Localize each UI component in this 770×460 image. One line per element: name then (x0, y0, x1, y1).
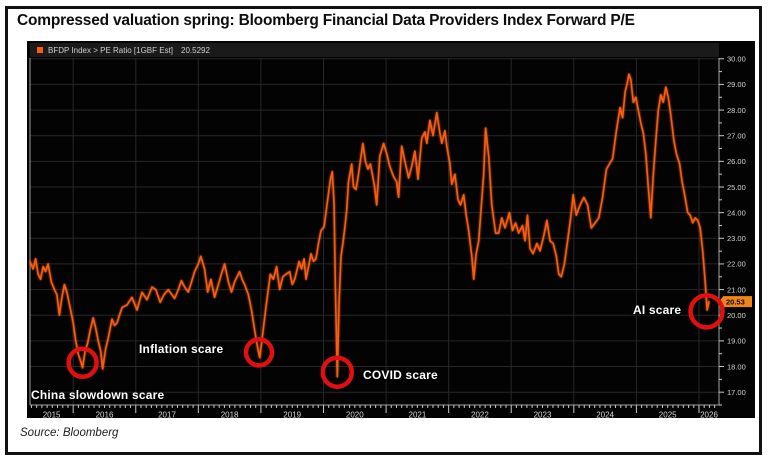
x-tick-label: 2020 (346, 411, 364, 419)
x-tick-label: 2023 (534, 411, 552, 419)
y-tick-label: 19.00 (727, 337, 746, 346)
event-circle-annotation (66, 346, 99, 379)
y-tick-label: 27.00 (727, 132, 746, 141)
legend-swatch-icon (37, 47, 43, 53)
x-tick-label: 2016 (96, 411, 114, 419)
last-value-badge-text: 20.53 (726, 297, 745, 306)
x-tick-label: 2026 (700, 411, 718, 419)
pe-ratio-line-series (29, 73, 710, 378)
price-line-chart: 17.00 18.00 19.00 20.00 21.00 22.00 23.00 24.00… (29, 55, 752, 419)
legend-series-label: BFDP Index > PE Ratio [1GBF Est] (48, 45, 174, 55)
y-tick-label: 30.00 (727, 55, 746, 64)
event-circle-annotation (243, 337, 275, 368)
x-tick-label: 2019 (283, 411, 301, 419)
event-circle-annotation (320, 355, 355, 389)
x-tick-label: 2022 (471, 411, 489, 419)
y-tick-label: 25.00 (727, 183, 746, 192)
annotation-label: COVID scare (363, 368, 438, 382)
last-value-badge (723, 296, 752, 308)
y-tick-label: 22.00 (727, 260, 746, 269)
annotation-label: China slowdown scare (31, 388, 165, 402)
chart-panel: BFDP Index > PE Ratio [1GBF Est] 20.5292… (27, 41, 755, 418)
event-circle-annotation (688, 293, 725, 330)
x-tick-label: 2018 (221, 411, 239, 419)
legend: BFDP Index > PE Ratio [1GBF Est] 20.5292 (30, 43, 719, 57)
y-tick-label: 23.00 (727, 234, 746, 243)
annotation-label: AI scare (633, 303, 682, 317)
chart-title: Compressed valuation spring: Bloomberg F… (17, 12, 635, 29)
y-tick-label: 18.00 (727, 362, 746, 371)
legend-last-value: 20.5292 (181, 45, 210, 55)
x-tick-label: 2024 (596, 411, 614, 419)
y-tick-label: 28.00 (727, 106, 746, 115)
y-tick-label: 29.00 (727, 80, 746, 89)
x-tick-label: 2015 (43, 411, 61, 419)
y-tick-label: 26.00 (727, 157, 746, 166)
x-tick-label: 2021 (409, 411, 427, 419)
y-tick-label: 17.00 (727, 388, 746, 397)
source-note: Source: Bloomberg (20, 427, 119, 439)
x-tick-label: 2025 (659, 411, 677, 419)
y-tick-label: 24.00 (727, 208, 746, 217)
y-tick-label: 21.00 (727, 285, 746, 294)
y-tick-label: 20.00 (727, 311, 746, 320)
annotation-label: Inflation scare (139, 342, 224, 356)
x-tick-label: 2017 (158, 411, 176, 419)
